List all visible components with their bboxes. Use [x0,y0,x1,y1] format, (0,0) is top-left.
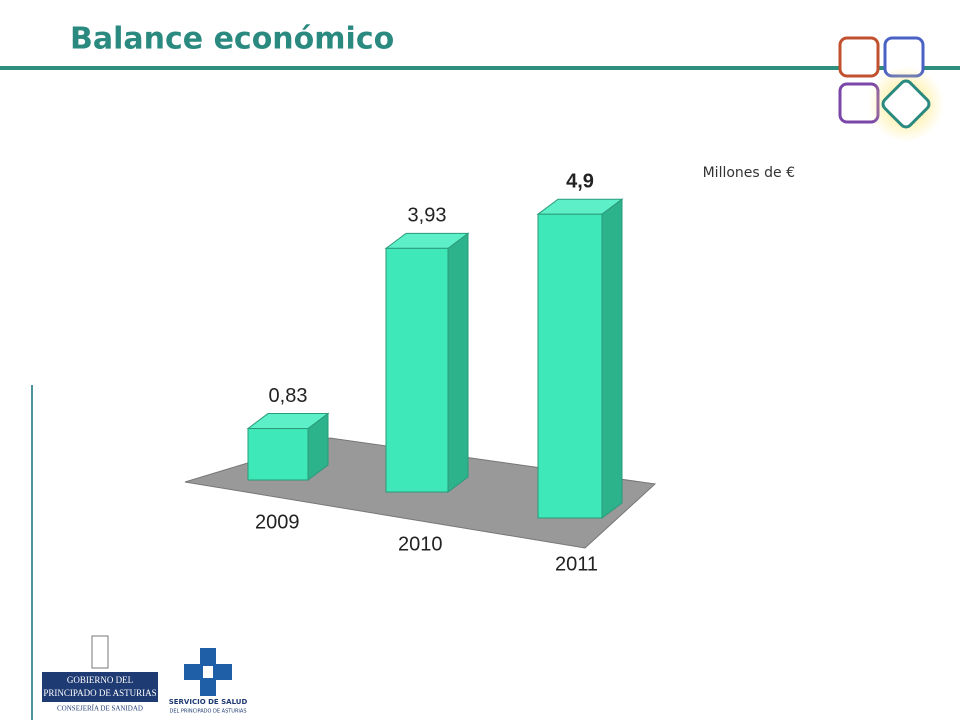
bar [536,198,624,519]
value-label: 3,93 [408,205,447,227]
logo-text: PRINCIPADO DE ASTURIAS [43,688,156,698]
category-label: 2011 [555,553,598,575]
slide-title: Balance económico [70,22,394,57]
bar [246,412,330,481]
bar [384,232,470,493]
value-label: 0,83 [269,385,308,407]
decor-squares [838,36,944,142]
logo-text: GOBIERNO DEL [67,675,133,685]
value-label: 4,9 [566,170,594,192]
logo-gobierno: GOBIERNO DEL PRINCIPADO DE ASTURIAS CONS… [42,635,158,713]
bar-side [601,198,623,519]
logo-text: DEL PRINCIPADO DE ASTURIAS [170,709,247,715]
title-rule [0,66,960,70]
bar-side [447,232,469,493]
logo-servicio: SERVICIO DE SALUD DEL PRINCIPADO DE ASTU… [169,648,248,715]
bar-front [385,247,449,493]
category-label: 2009 [255,511,300,533]
bar-front [247,428,309,481]
logo-text: SERVICIO DE SALUD [169,698,248,706]
logo-text: CONSEJERÍA DE SANIDAD [57,705,143,713]
category-label: 2010 [398,533,443,555]
unit-label: Millones de € [703,165,795,181]
bar-front [537,213,603,519]
